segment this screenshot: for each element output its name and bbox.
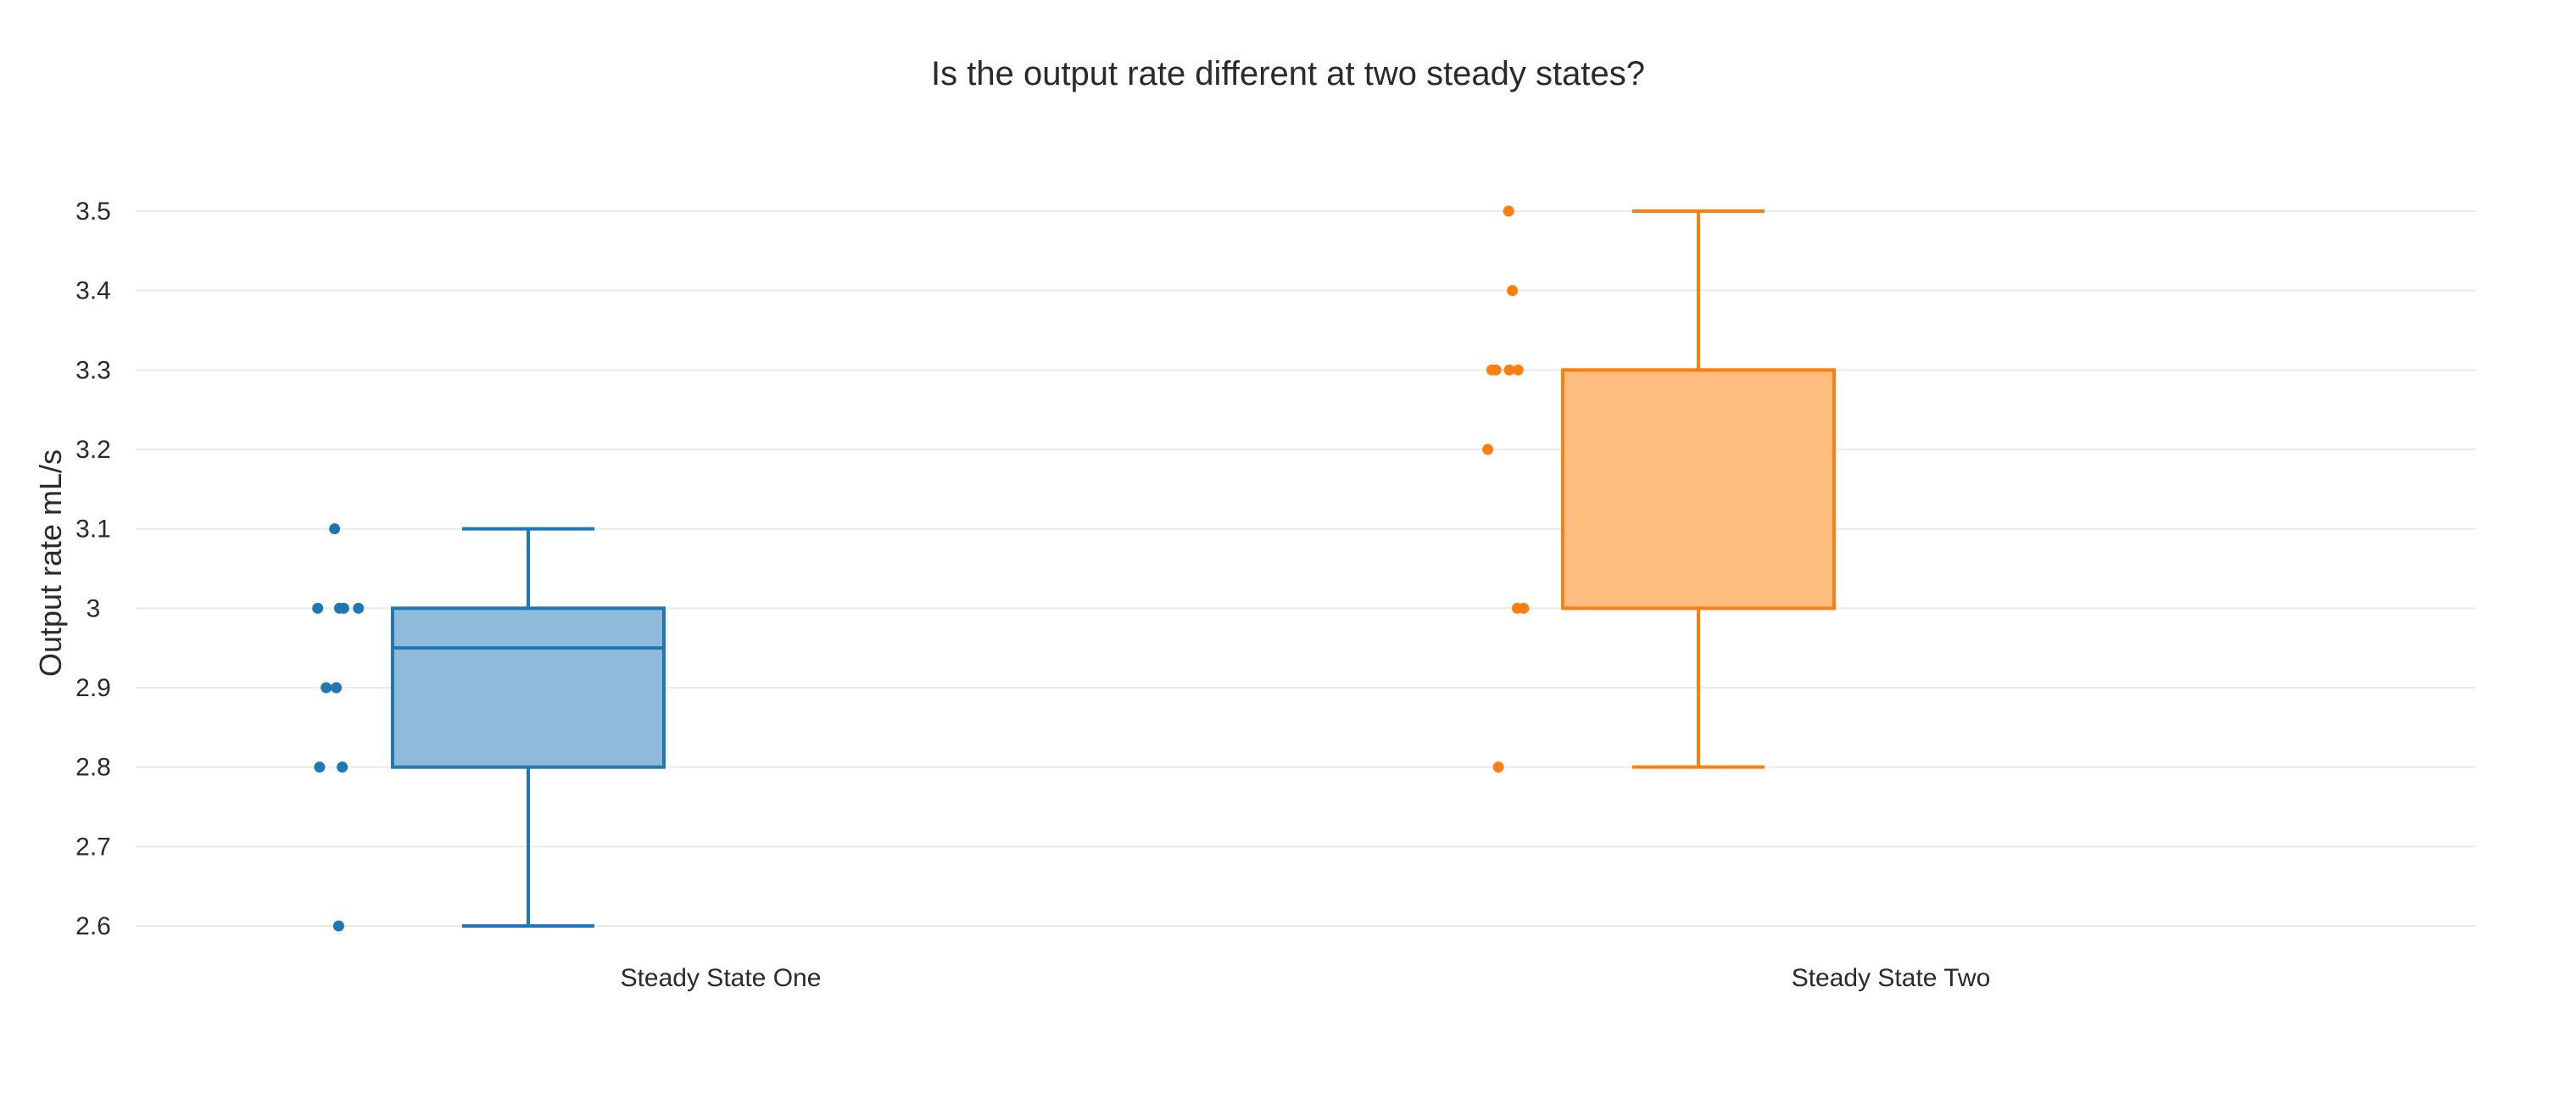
data-point <box>332 920 344 932</box>
data-point <box>337 602 349 614</box>
chart-title: Is the output rate different at two stea… <box>931 55 1645 92</box>
y-tick-label: 3.2 <box>75 436 111 464</box>
boxes <box>391 209 1836 928</box>
data-point <box>1507 285 1519 297</box>
y-tick-label: 3.5 <box>75 198 111 226</box>
box-1 <box>391 527 666 928</box>
gridlines <box>136 210 2476 927</box>
y-tick-label: 2.9 <box>75 674 111 702</box>
data-point <box>312 602 324 614</box>
x-tick-label: Steady State Two <box>1792 964 1991 992</box>
y-tick-label: 3.4 <box>75 277 111 305</box>
data-point <box>1503 364 1515 376</box>
y-tick-label: 3.3 <box>75 356 111 384</box>
data-point <box>1486 364 1497 376</box>
data-point <box>353 602 365 614</box>
data-point <box>329 523 341 535</box>
y-tick-label: 2.6 <box>75 912 111 940</box>
data-point <box>1512 364 1524 376</box>
interquartile-box <box>391 606 666 769</box>
y-tick-labels: 2.6 2.7 2.8 2.9 3 3.1 3.2 3.3 3.4 3.5 <box>75 198 111 940</box>
data-point <box>1511 602 1523 614</box>
y-tick-label: 3 <box>86 594 101 622</box>
interquartile-box <box>1561 368 1836 611</box>
box-2 <box>1561 209 1836 769</box>
y-tick-label: 3.1 <box>75 516 111 544</box>
y-tick-label: 2.7 <box>75 833 111 861</box>
x-tick-labels: Steady State One Steady State Two <box>621 964 1991 992</box>
data-point <box>321 682 332 694</box>
data-point <box>1482 443 1494 455</box>
data-point <box>314 761 326 773</box>
data-points <box>312 205 1530 932</box>
y-axis-label: Output rate mL/s <box>33 449 68 677</box>
data-point <box>1492 761 1504 773</box>
data-point <box>1503 205 1514 217</box>
x-tick-label: Steady State One <box>621 964 822 992</box>
data-point <box>337 761 348 773</box>
y-tick-label: 2.8 <box>75 754 111 782</box>
data-point <box>331 682 343 694</box>
